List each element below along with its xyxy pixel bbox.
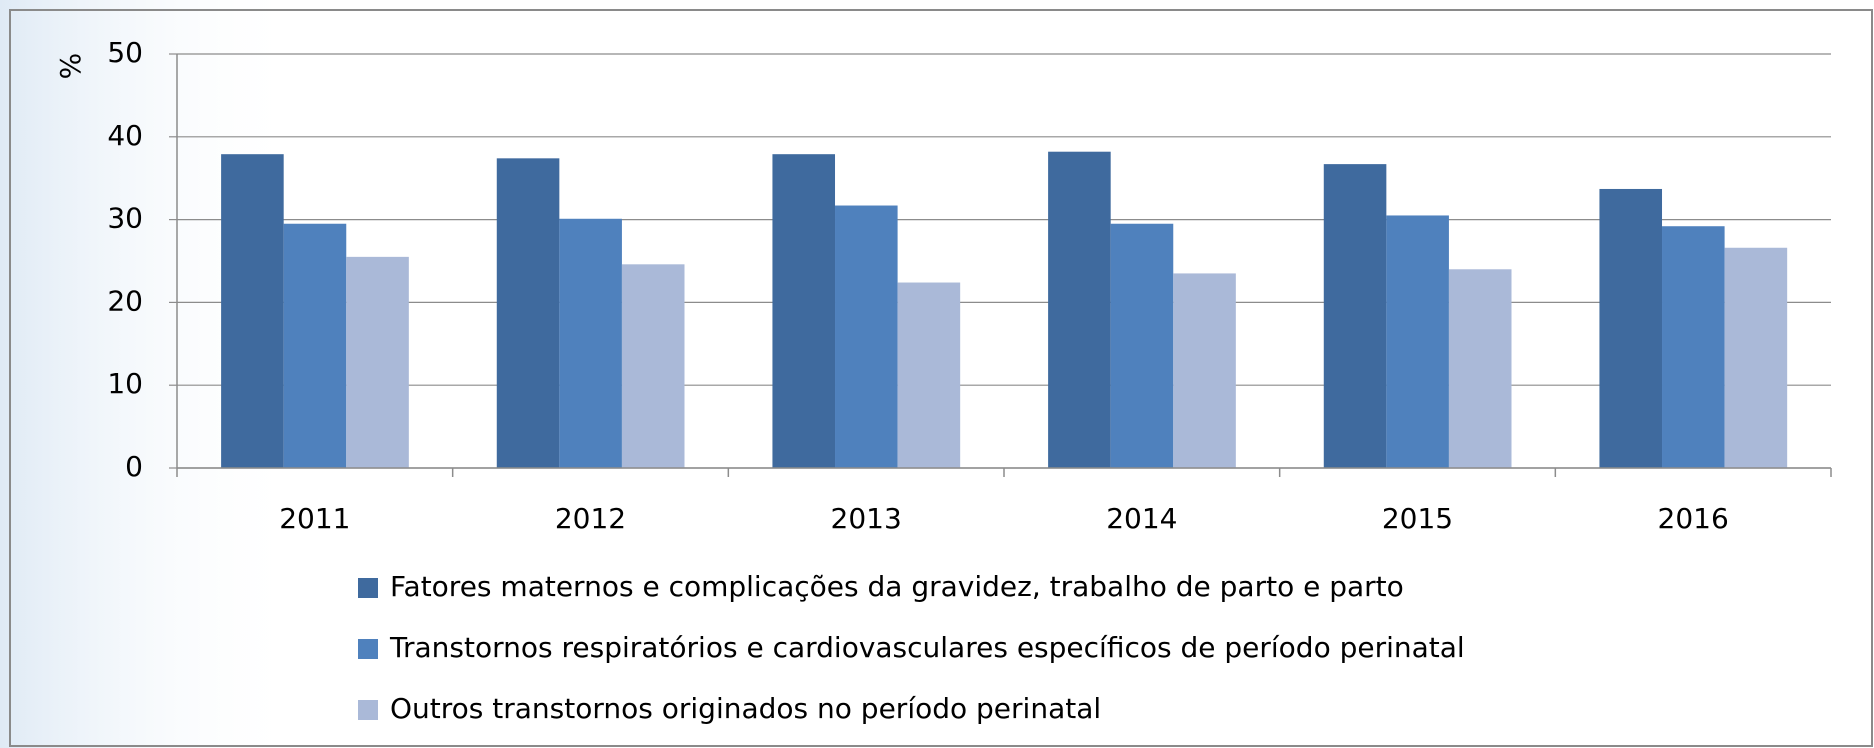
- legend-label: Outros transtornos originados no período…: [390, 692, 1101, 725]
- y-tick-label: 40: [107, 119, 143, 152]
- bar: [1110, 223, 1174, 468]
- bar: [346, 256, 409, 468]
- bar: [221, 154, 284, 469]
- bar: [1386, 215, 1449, 468]
- x-tick-label: 2016: [1658, 502, 1729, 535]
- bar: [1173, 273, 1236, 468]
- x-tick-label: 2012: [555, 502, 626, 535]
- bar: [897, 282, 961, 468]
- bar: [1662, 226, 1725, 468]
- x-tick-label: 2014: [1106, 502, 1177, 535]
- y-tick-label: 0: [125, 450, 143, 483]
- y-axis-label: %: [54, 53, 87, 80]
- legend-label: Transtornos respiratórios e cardiovascul…: [389, 631, 1465, 664]
- bar: [1323, 164, 1387, 468]
- bar: [772, 154, 836, 469]
- bar: [1448, 269, 1512, 468]
- y-tick-label: 50: [107, 36, 143, 69]
- bar: [496, 158, 560, 468]
- y-tick-label: 20: [107, 284, 143, 317]
- bar: [559, 218, 622, 468]
- legend-label: Fatores maternos e complicações da gravi…: [390, 570, 1404, 603]
- bar: [621, 264, 685, 468]
- legend-swatch: [358, 639, 378, 659]
- bar: [1599, 188, 1663, 469]
- legend-swatch: [358, 578, 378, 598]
- x-tick-label: 2015: [1382, 502, 1453, 535]
- y-tick-label: 30: [107, 202, 143, 235]
- bar: [835, 205, 898, 469]
- bar: [1724, 247, 1788, 468]
- x-tick-label: 2013: [831, 502, 902, 535]
- bar: [1048, 151, 1111, 469]
- legend-swatch: [358, 700, 378, 720]
- chart-frame: [9, 9, 1873, 747]
- bar: [283, 223, 347, 468]
- x-tick-label: 2011: [279, 502, 350, 535]
- y-tick-label: 10: [107, 367, 143, 400]
